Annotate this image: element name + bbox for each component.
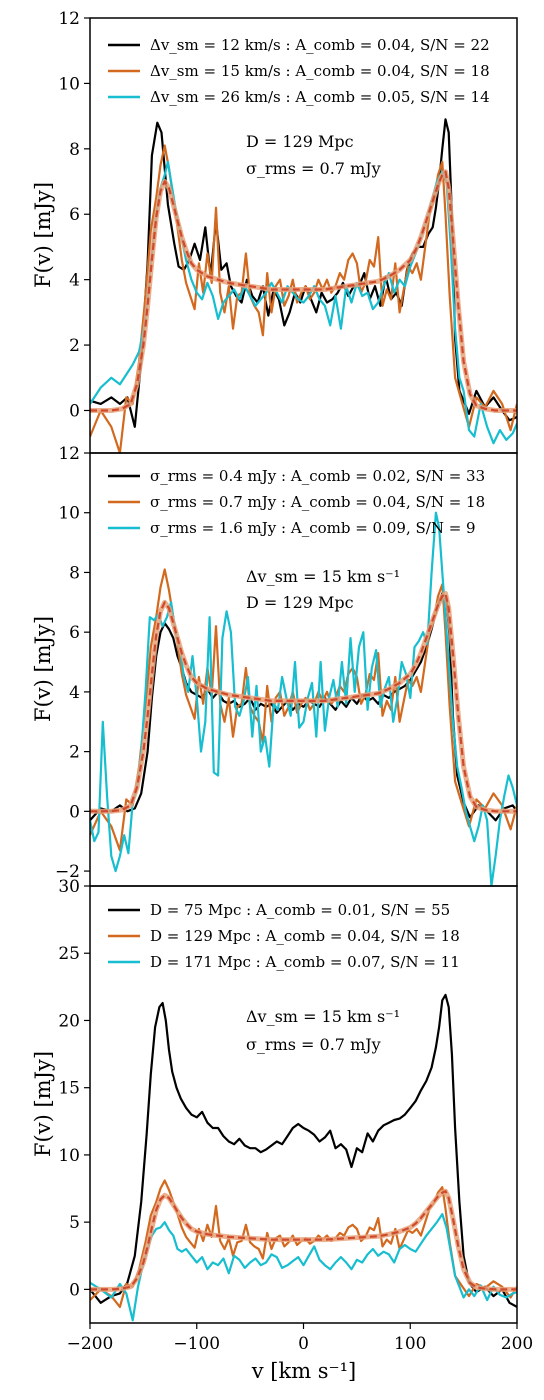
legend-label-2: Δv_sm = 15 km/s : A_comb = 0.04, S/N = 1… — [150, 62, 490, 80]
annotation-smoothing: Δv_sm = 15 km s⁻¹ — [246, 567, 400, 586]
y-tick-label: 2 — [69, 743, 80, 763]
legend-label-2: D = 129 Mpc : A_comb = 0.04, S/N = 18 — [150, 927, 460, 945]
panel-middle: −2 0 2 4 6 8 10 12 F(v) [mJy] σ_rms = 0.4 mJy :… — [31, 444, 518, 887]
x-tick-label: 100 — [394, 1334, 426, 1354]
y-axis: −2 0 2 4 6 8 10 12 — [55, 444, 90, 882]
plot-area — [90, 993, 517, 1322]
y-tick-label: 10 — [58, 1146, 80, 1166]
y-tick-label: 6 — [69, 623, 80, 643]
plot-area — [90, 511, 517, 886]
model-fit-line — [90, 1190, 517, 1291]
y-tick-label: 4 — [69, 271, 80, 291]
y-tick-label: 0 — [69, 802, 80, 822]
model-fit-line — [90, 170, 517, 412]
legend-label-1: Δv_sm = 12 km/s : A_comb = 0.04, S/N = 2… — [150, 36, 490, 54]
y-tick-label: 30 — [58, 877, 80, 897]
x-tick-label: −100 — [173, 1334, 220, 1354]
y-axis: 0 2 4 6 8 10 12 — [58, 9, 90, 421]
x-axis-label: v [km s⁻¹] — [251, 1359, 357, 1383]
y-axis-label: F(v) [mJy] — [31, 182, 55, 288]
series-line-2 — [90, 1179, 517, 1309]
legend-label-2: σ_rms = 0.7 mJy : A_comb = 0.04, S/N = 1… — [150, 493, 485, 511]
legend-label-1: σ_rms = 0.4 mJy : A_comb = 0.02, S/N = 3… — [150, 467, 485, 485]
x-tick-label: 0 — [298, 1334, 309, 1354]
annotation-distance: D = 129 Mpc — [246, 593, 354, 612]
y-tick-label: 0 — [69, 401, 80, 421]
series-line-1 — [90, 993, 517, 1308]
y-tick-label: 15 — [58, 1079, 80, 1099]
y-tick-label: 5 — [69, 1213, 80, 1233]
x-axis: −200 −100 0 100 200 — [67, 1323, 533, 1354]
plot-area — [90, 118, 517, 453]
series-line-3 — [90, 1212, 517, 1322]
legend-label-3: Δv_sm = 26 km/s : A_comb = 0.05, S/N = 1… — [150, 88, 490, 106]
y-tick-label: 4 — [69, 683, 80, 703]
series-line-3 — [90, 511, 517, 886]
y-axis-label: F(v) [mJy] — [31, 616, 55, 722]
legend-label-3: D = 171 Mpc : A_comb = 0.07, S/N = 11 — [150, 953, 460, 971]
y-axis-label: F(v) [mJy] — [31, 1051, 55, 1157]
y-axis: 0 5 10 15 20 25 30 — [58, 877, 90, 1300]
y-tick-label: 10 — [58, 504, 80, 524]
annotation-distance: D = 129 Mpc — [246, 132, 354, 151]
y-tick-label: 0 — [69, 1280, 80, 1300]
y-tick-label: 12 — [58, 9, 80, 29]
legend: Δv_sm = 12 km/s : A_comb = 0.04, S/N = 2… — [108, 36, 490, 106]
y-tick-label: 20 — [58, 1011, 80, 1031]
y-tick-label: 2 — [69, 336, 80, 356]
y-tick-label: 6 — [69, 205, 80, 225]
y-tick-label: 8 — [69, 140, 80, 160]
annotation-sigma-rms: σ_rms = 0.7 mJy — [246, 159, 381, 178]
annotation-smoothing: Δv_sm = 15 km s⁻¹ — [246, 1007, 400, 1026]
y-tick-label: 25 — [58, 944, 80, 964]
panel-top: 0 2 4 6 8 10 12 F(v) [mJy] Δv_sm = 12 km/s : A… — [31, 9, 518, 454]
legend: D = 75 Mpc : A_comb = 0.01, S/N = 55 D =… — [108, 901, 460, 971]
y-tick-label: −2 — [55, 862, 80, 882]
x-tick-label: −200 — [67, 1334, 114, 1354]
y-tick-label: 12 — [58, 444, 80, 464]
y-tick-label: 10 — [58, 74, 80, 94]
legend-label-1: D = 75 Mpc : A_comb = 0.01, S/N = 55 — [150, 901, 450, 919]
model-fit-line — [90, 592, 517, 813]
x-tick-label: 200 — [501, 1334, 533, 1354]
legend: σ_rms = 0.4 mJy : A_comb = 0.02, S/N = 3… — [108, 467, 485, 537]
series-line-3 — [90, 160, 517, 445]
legend-label-3: σ_rms = 1.6 mJy : A_comb = 0.09, S/N = 9 — [150, 519, 476, 537]
annotation-sigma-rms: σ_rms = 0.7 mJy — [246, 1035, 381, 1054]
y-tick-label: 8 — [69, 563, 80, 583]
